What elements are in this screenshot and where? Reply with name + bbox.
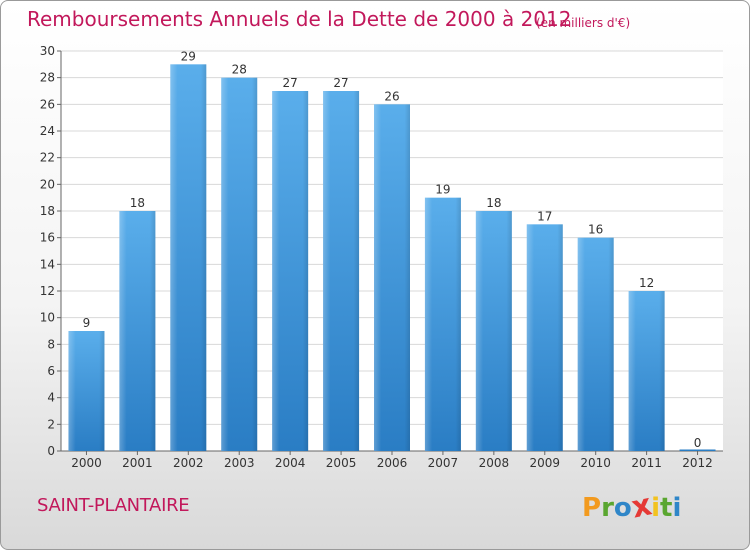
- x-tick-label: 2010: [580, 456, 611, 470]
- y-tick-label: 14: [40, 257, 55, 271]
- x-tick-label: 2011: [631, 456, 662, 470]
- x-tick-label: 2007: [428, 456, 459, 470]
- y-tick-label: 18: [40, 204, 55, 218]
- data-label: 28: [232, 63, 247, 77]
- logo-letter: t: [660, 493, 673, 523]
- y-tick-label: 8: [47, 337, 55, 351]
- data-label: 16: [588, 223, 603, 237]
- y-tick-label: 20: [40, 177, 55, 191]
- bar-shade: [272, 91, 309, 451]
- logo-letter: r: [601, 493, 614, 523]
- y-tick-label: 12: [40, 284, 55, 298]
- bar-shade: [577, 237, 614, 451]
- y-tick-label: 16: [40, 231, 55, 245]
- bar-shade: [475, 211, 512, 451]
- data-label: 17: [537, 209, 552, 223]
- data-label: 26: [384, 89, 399, 103]
- bar-shade: [628, 291, 665, 451]
- bar-shade: [424, 197, 461, 451]
- bar-shade: [119, 211, 156, 451]
- y-tick-label: 26: [40, 97, 55, 111]
- y-tick-label: 28: [40, 71, 55, 85]
- data-label: 27: [283, 76, 298, 90]
- bar: [679, 449, 716, 451]
- data-label: 29: [181, 49, 196, 63]
- chart-title: Remboursements Annuels de la Dette de 20…: [27, 7, 572, 31]
- logo-letter: o: [613, 493, 632, 523]
- y-tick-label: 2: [47, 417, 55, 431]
- data-label: 18: [130, 196, 145, 210]
- x-tick-label: 2012: [682, 456, 713, 470]
- x-tick-label: 2006: [377, 456, 408, 470]
- x-tick-label: 2008: [479, 456, 510, 470]
- bar-shade: [323, 91, 360, 451]
- logo-letter: P: [582, 493, 602, 523]
- bar-shade: [68, 331, 105, 451]
- y-tick-label: 4: [47, 391, 55, 405]
- x-tick-label: 2000: [71, 456, 102, 470]
- x-tick-label: 2003: [224, 456, 255, 470]
- place-name: SAINT-PLANTAIRE: [37, 495, 190, 516]
- y-tick-label: 24: [40, 124, 55, 138]
- data-label: 27: [333, 76, 348, 90]
- bar-shade: [374, 104, 410, 451]
- y-tick-label: 10: [40, 311, 55, 325]
- data-label: 0: [694, 436, 702, 450]
- x-tick-label: 2001: [122, 456, 153, 470]
- y-tick-label: 6: [47, 364, 55, 378]
- bar-shade: [221, 77, 258, 452]
- bar-shade: [170, 64, 207, 452]
- y-tick-label: 0: [47, 444, 55, 458]
- x-tick-label: 2002: [173, 456, 204, 470]
- proxiti-logo: Proxiti: [582, 487, 682, 525]
- x-tick-label: 2004: [275, 456, 306, 470]
- x-tick-label: 2005: [326, 456, 357, 470]
- logo-letter: i: [651, 493, 661, 523]
- x-tick-label: 2009: [529, 456, 560, 470]
- data-label: 9: [83, 316, 91, 330]
- y-tick-label: 22: [40, 151, 55, 165]
- data-label: 19: [435, 183, 450, 197]
- bar-shade: [526, 224, 563, 451]
- logo-letter: i: [672, 493, 682, 523]
- chart-subtitle: (en milliers d'€): [536, 16, 631, 30]
- data-label: 12: [639, 276, 654, 290]
- data-label: 18: [486, 196, 501, 210]
- y-tick-label: 30: [40, 44, 55, 58]
